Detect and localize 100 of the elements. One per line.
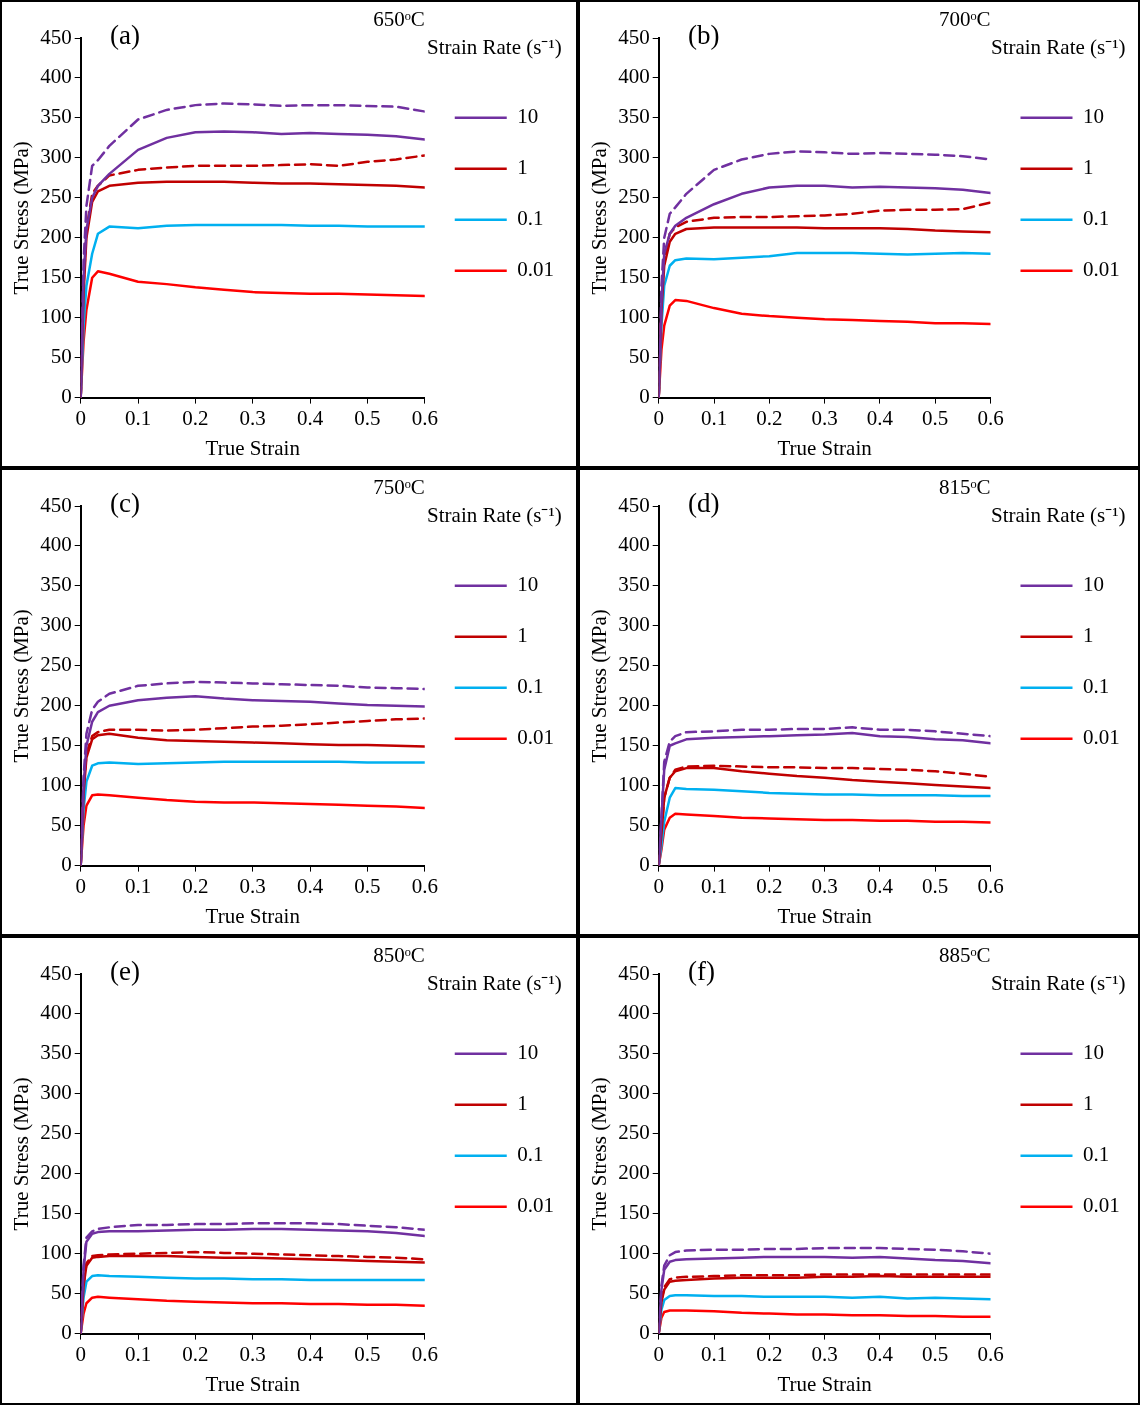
y-tick-label: 400 xyxy=(40,532,72,557)
x-tick-label: 0.2 xyxy=(756,873,783,898)
chart-subtitle: 815ᵒC xyxy=(938,475,991,499)
chart-subtitle: 700ᵒC xyxy=(938,7,991,31)
legend-label: 0.01 xyxy=(1083,257,1120,282)
legend-label: 0.1 xyxy=(517,1142,544,1167)
chart-title: (b) xyxy=(688,20,720,51)
y-tick-label: 400 xyxy=(618,1000,650,1025)
legend-label: 1 xyxy=(517,1091,528,1116)
y-tick-label: 50 xyxy=(628,344,650,369)
y-tick-label: 0 xyxy=(61,384,72,409)
y-tick-label: 350 xyxy=(618,572,650,597)
y-tick-label: 150 xyxy=(40,1200,72,1225)
y-tick-label: 150 xyxy=(40,732,72,757)
y-tick-label: 250 xyxy=(40,184,72,209)
y-tick-label: 350 xyxy=(618,1040,650,1065)
chart-subtitle: 650ᵒC xyxy=(373,7,425,31)
x-axis-title: True Strain xyxy=(205,1371,301,1396)
x-tick-label: 0.2 xyxy=(182,873,209,898)
x-axis-title: True Strain xyxy=(777,903,873,928)
y-tick-label: 400 xyxy=(618,64,650,89)
y-tick-label: 50 xyxy=(50,1280,72,1305)
x-tick-label: 0.4 xyxy=(296,405,324,430)
y-tick-label: 400 xyxy=(40,64,72,89)
y-tick-label: 300 xyxy=(618,612,650,637)
x-tick-label: 0.1 xyxy=(700,873,728,898)
chart-subtitle: 850ᵒC xyxy=(373,943,425,967)
x-axis-title: True Strain xyxy=(205,903,301,928)
y-tick-label: 300 xyxy=(40,144,72,169)
y-tick-label: 200 xyxy=(618,1160,650,1185)
x-tick-label: 0.5 xyxy=(922,1341,949,1366)
y-tick-label: 400 xyxy=(618,532,650,557)
y-tick-label: 200 xyxy=(618,224,650,249)
y-tick-label: 350 xyxy=(618,104,650,129)
y-tick-label: 0 xyxy=(639,1320,650,1345)
x-tick-label: 0.4 xyxy=(866,873,894,898)
legend-label: 1 xyxy=(1083,155,1094,180)
legend-label: 0.1 xyxy=(1083,674,1110,699)
y-tick-label: 0 xyxy=(61,852,72,877)
x-tick-label: 0.1 xyxy=(124,1341,152,1366)
y-axis-title: True Stress (MPa) xyxy=(9,1077,34,1231)
x-tick-label: 0.6 xyxy=(411,873,438,898)
legend-label: 1 xyxy=(517,155,528,180)
legend-label: 10 xyxy=(1083,104,1104,129)
y-tick-label: 450 xyxy=(618,24,650,49)
y-tick-label: 450 xyxy=(618,960,650,985)
y-tick-label: 200 xyxy=(40,224,72,249)
y-tick-label: 150 xyxy=(40,264,72,289)
y-tick-label: 450 xyxy=(618,492,650,517)
legend-label: 0.01 xyxy=(517,725,554,750)
legend-label: 1 xyxy=(1083,1091,1094,1116)
legend-title: Strain Rate (s⁻¹) xyxy=(427,35,562,60)
y-tick-label: 300 xyxy=(40,612,72,637)
chart-title: (d) xyxy=(688,488,720,519)
chart-title: (a) xyxy=(110,20,140,51)
legend-label: 10 xyxy=(1083,1040,1104,1065)
legend-label: 10 xyxy=(517,1040,539,1065)
y-tick-label: 150 xyxy=(618,1200,650,1225)
legend-label: 10 xyxy=(517,104,539,129)
legend-title: Strain Rate (s⁻¹) xyxy=(990,35,1126,60)
legend-title: Strain Rate (s⁻¹) xyxy=(990,503,1126,528)
y-tick-label: 0 xyxy=(61,1320,72,1345)
legend-label: 0.01 xyxy=(517,257,554,282)
x-tick-label: 0.3 xyxy=(811,873,838,898)
y-tick-label: 250 xyxy=(40,1120,72,1145)
x-tick-label: 0.6 xyxy=(411,1341,438,1366)
y-tick-label: 150 xyxy=(618,732,650,757)
y-tick-label: 50 xyxy=(628,1280,650,1305)
y-axis-title: True Stress (MPa) xyxy=(587,141,612,295)
x-tick-label: 0.2 xyxy=(756,1341,783,1366)
y-tick-label: 100 xyxy=(40,772,72,797)
y-tick-label: 300 xyxy=(618,1080,650,1105)
x-tick-label: 0.5 xyxy=(922,405,949,430)
x-tick-label: 0.3 xyxy=(811,405,838,430)
y-tick-label: 350 xyxy=(40,1040,72,1065)
x-tick-label: 0.3 xyxy=(239,405,266,430)
legend-title: Strain Rate (s⁻¹) xyxy=(427,971,562,996)
chart-subtitle: 750ᵒC xyxy=(373,475,425,499)
legend-label: 0.01 xyxy=(517,1193,554,1218)
y-tick-label: 50 xyxy=(50,812,72,837)
x-tick-label: 0.3 xyxy=(239,1341,266,1366)
legend-label: 0.1 xyxy=(517,206,544,231)
y-tick-label: 50 xyxy=(50,344,72,369)
chart-subtitle: 885ᵒC xyxy=(938,943,991,967)
x-tick-label: 0.5 xyxy=(922,873,949,898)
x-tick-label: 0.4 xyxy=(866,405,894,430)
chart-title: (f) xyxy=(688,956,715,987)
chart-title: (e) xyxy=(110,956,140,987)
y-tick-label: 200 xyxy=(40,692,72,717)
y-tick-label: 450 xyxy=(40,492,72,517)
y-tick-label: 200 xyxy=(618,692,650,717)
y-tick-label: 0 xyxy=(639,852,650,877)
y-tick-label: 350 xyxy=(40,104,72,129)
y-tick-label: 250 xyxy=(40,652,72,677)
x-tick-label: 0.6 xyxy=(411,405,438,430)
y-axis-title: True Stress (MPa) xyxy=(9,609,34,763)
y-tick-label: 300 xyxy=(40,1080,72,1105)
y-axis-title: True Stress (MPa) xyxy=(587,1077,612,1231)
legend-label: 10 xyxy=(1083,572,1104,597)
x-tick-label: 0.6 xyxy=(977,873,1004,898)
